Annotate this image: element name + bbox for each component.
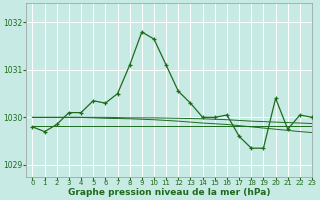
X-axis label: Graphe pression niveau de la mer (hPa): Graphe pression niveau de la mer (hPa) [68, 188, 270, 197]
